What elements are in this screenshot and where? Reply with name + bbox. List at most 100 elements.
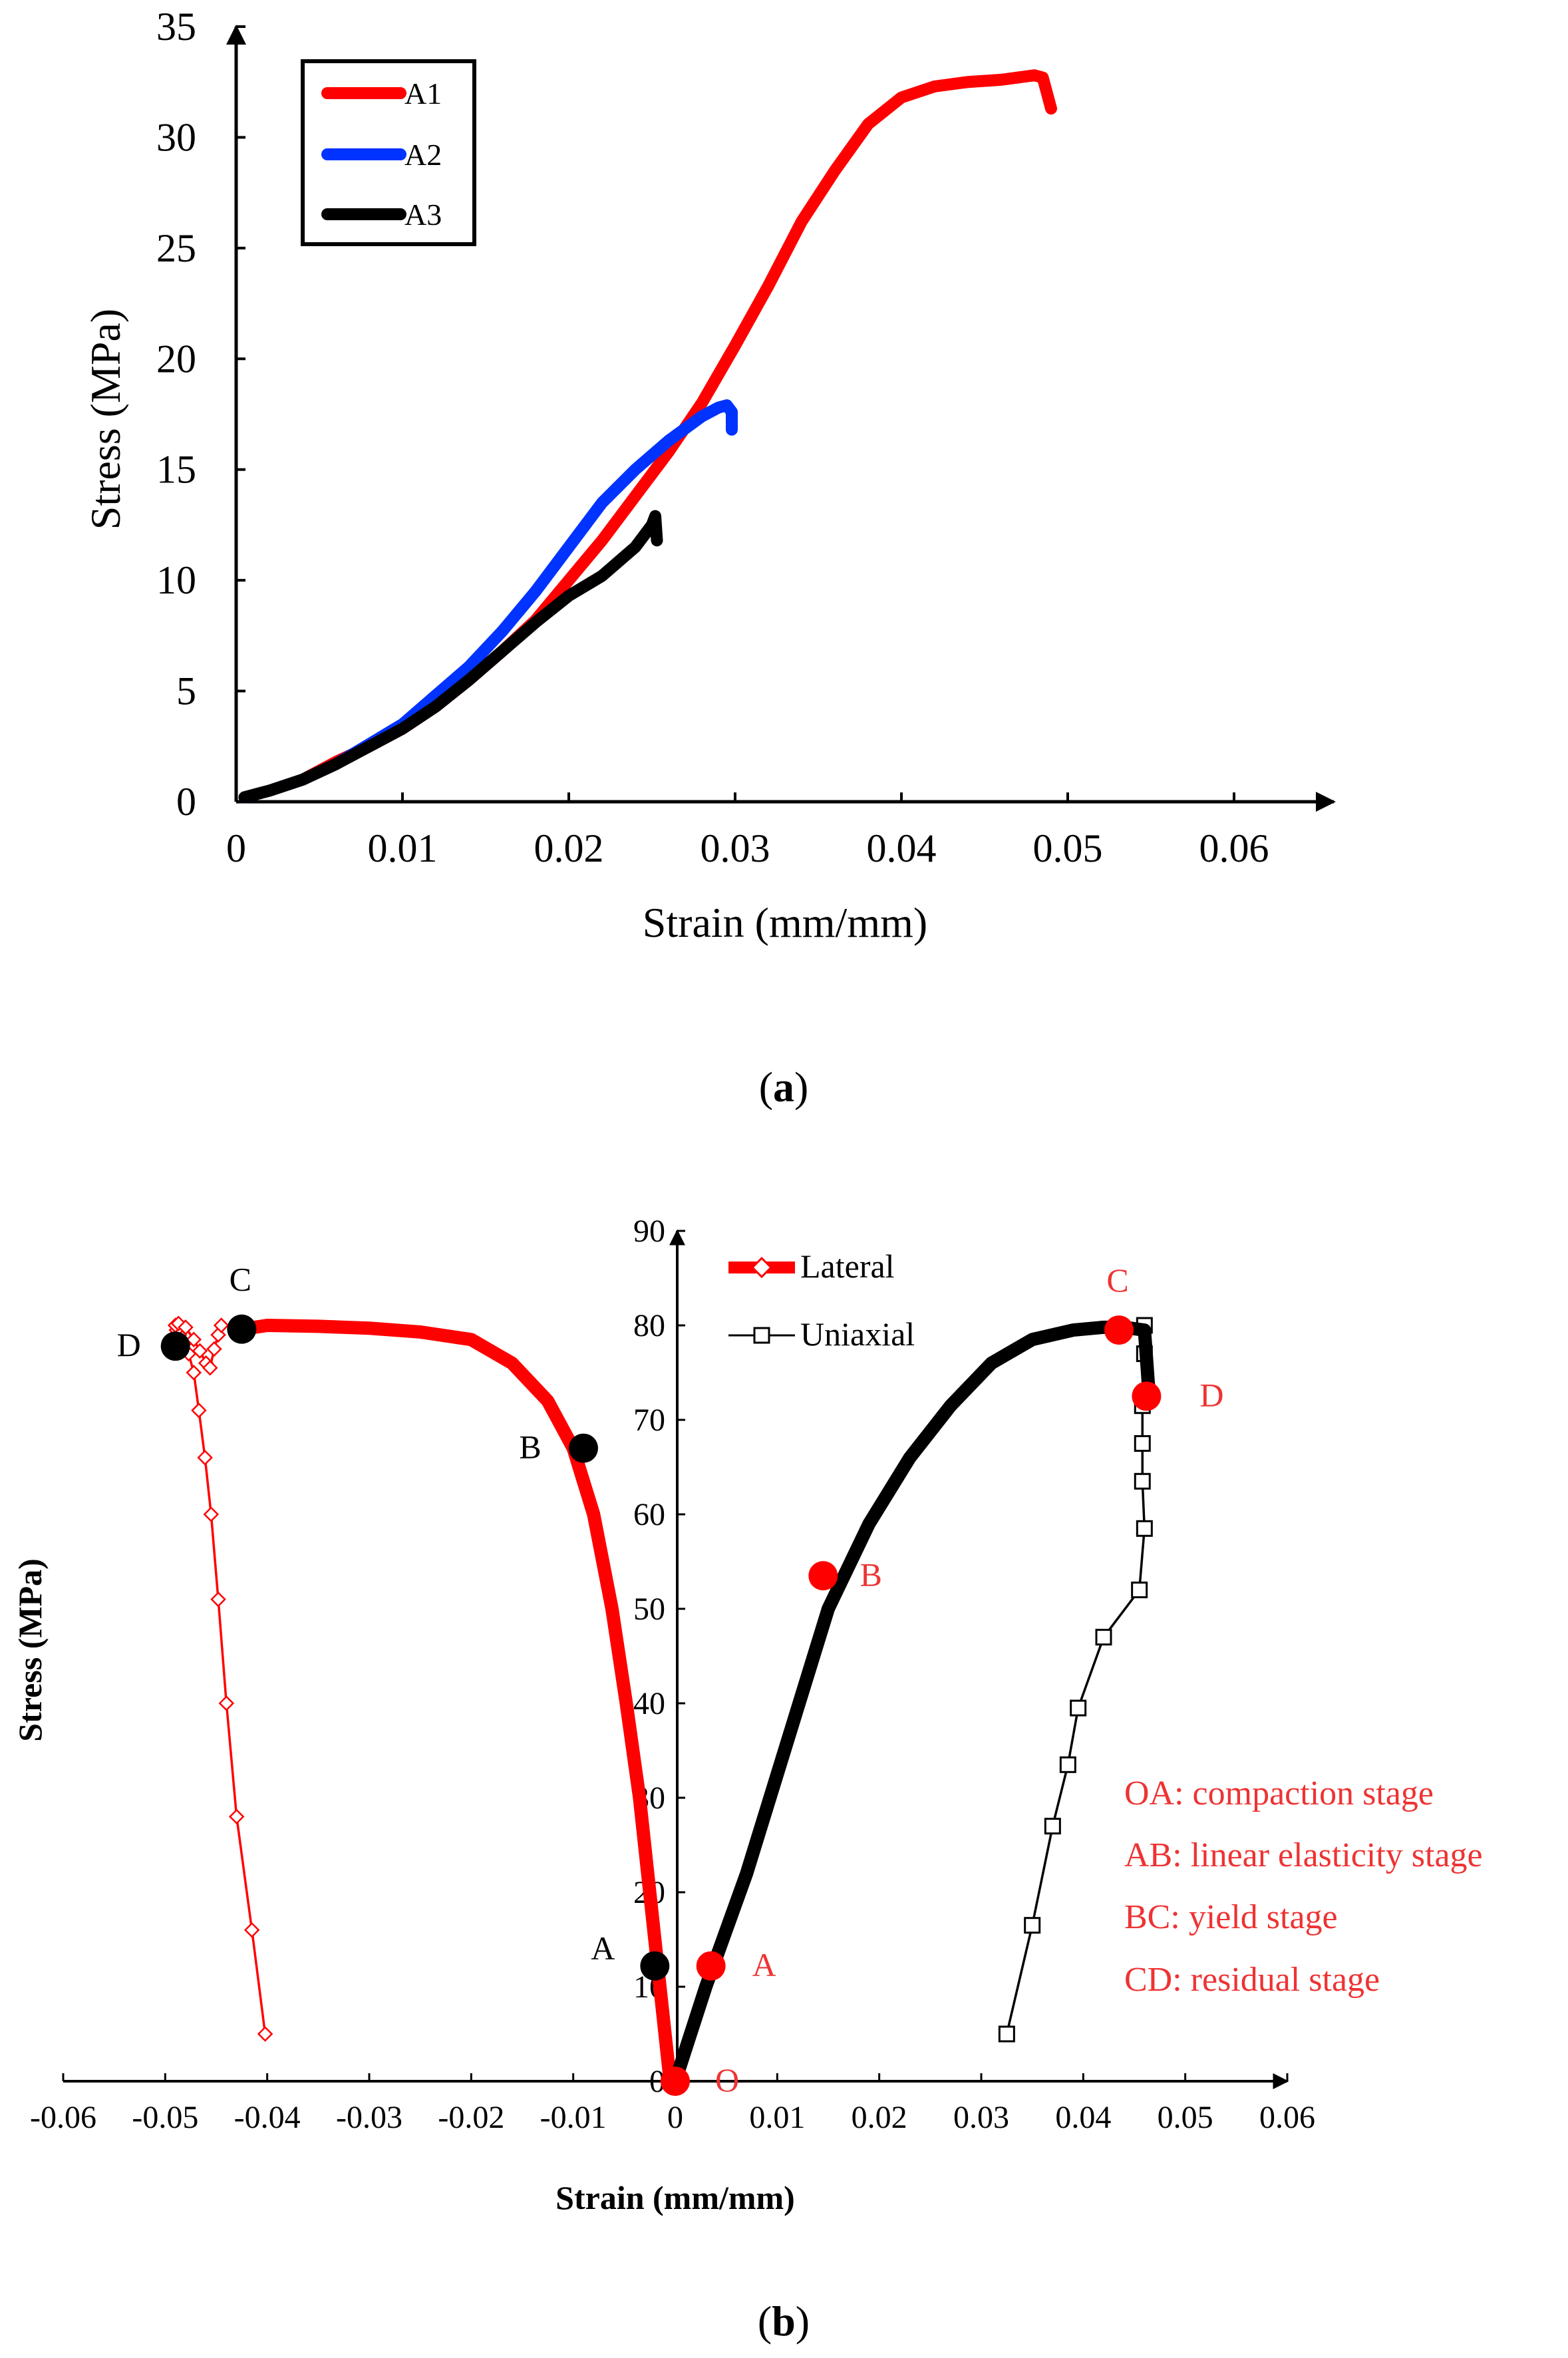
data-point-lateral: [191, 1403, 207, 1419]
panel-b-legend-marker-lateral: [750, 1256, 773, 1279]
panel-a-y-tick-label: 30: [156, 115, 196, 159]
panel-a-x-tick-label: 0.04: [867, 826, 937, 870]
panel-b-y-tick-label: 60: [633, 1497, 665, 1532]
panel-a-y-tick-label: 35: [156, 5, 196, 49]
stage-point-d-uniaxial: [1132, 1381, 1162, 1411]
stage-point-b-lateral: [569, 1433, 598, 1463]
panel-b-y-tick-label: 40: [633, 1686, 665, 1721]
data-point-lateral: [186, 1365, 202, 1381]
data-point-lateral: [206, 1341, 222, 1357]
panel-b-chart: -0.06 -0.05 -0.04 -0.03 -0.02 -0.01 0 0.01 0.02 0…: [11, 1214, 1483, 2345]
series-line-lateral-thick: [230, 1319, 677, 2088]
panel-b-x-tick-label: -0.01: [540, 2100, 607, 2135]
panel-b-y-tick-label: 70: [633, 1403, 665, 1438]
panel-a-y-tick-label: 10: [156, 558, 196, 602]
panel-b-y-tick-label: 50: [633, 1592, 665, 1627]
panel-b-x-tick-label: -0.02: [438, 2100, 504, 2135]
panel-a-chart: 0 0.01 0.02 0.03 0.04 0.05 0.0605101520253035 …: [82, 5, 1336, 1110]
annotation-oa: OA: compaction stage: [1124, 1774, 1434, 1812]
stage-point-d-lateral: [160, 1331, 190, 1361]
panel-b-y-tick-label: 80: [633, 1308, 665, 1343]
panel-a-legend-label-a3: A3: [404, 198, 442, 232]
panel-b-x-tick-label: -0.06: [30, 2100, 96, 2135]
panel-a-x-tick-label: 0.05: [1033, 826, 1103, 870]
data-point-lateral: [202, 1360, 218, 1376]
panel-b-x-tick-label: -0.05: [132, 2100, 198, 2135]
panel-a-caption-letter: a: [773, 1063, 794, 1110]
panel-a-y-tick-label: 25: [156, 226, 196, 270]
data-point-uniaxial: [1024, 1917, 1041, 1934]
panel-a-legend-label-a1: A1: [404, 77, 442, 110]
panel-a-x-tick-label: 0.02: [534, 826, 604, 870]
stage-point-label: D: [117, 1326, 141, 1363]
panel-a-y-tick-label: 15: [156, 448, 196, 492]
data-point-uniaxial: [1044, 1818, 1061, 1835]
panel-b-x-tick-label: 0.05: [1158, 2100, 1213, 2135]
panel-b-caption-letter: b: [772, 2297, 796, 2345]
data-point-lateral: [218, 1695, 235, 1711]
panel-a-y-tick-label: 20: [156, 337, 196, 381]
stage-point-c-lateral: [227, 1314, 257, 1344]
stage-point-label: B: [860, 1556, 882, 1593]
panel-a-y-axis-title: Stress (MPa): [82, 309, 129, 530]
panel-b-x-tick-label: 0.02: [852, 2100, 907, 2135]
data-point-uniaxial: [1059, 1756, 1076, 1773]
data-point-uniaxial: [1136, 1520, 1153, 1537]
stage-point-a-lateral: [640, 1951, 670, 1981]
data-point-uniaxial: [1095, 1629, 1112, 1646]
data-point-uniaxial: [1134, 1472, 1151, 1490]
panel-a-caption: (a): [759, 1063, 809, 1110]
panel-a-legend-label-a2: A2: [404, 138, 442, 172]
data-point-uniaxial: [1134, 1435, 1151, 1452]
data-point-lateral: [243, 1922, 260, 1938]
stage-point-label: D: [1199, 1377, 1223, 1414]
stage-point-label: A: [591, 1930, 615, 1967]
data-point-lateral: [210, 1592, 226, 1607]
panel-b-stage-annotations: OA: compaction stage AB: linear elastici…: [1124, 1774, 1483, 1999]
stage-point-c-uniaxial: [1104, 1315, 1134, 1345]
panel-a-y-tick-label: 5: [176, 669, 196, 713]
panel-b-legend-marker-uniaxial: [753, 1327, 770, 1344]
panel-b-legend: Lateral Uniaxial: [728, 1248, 915, 1353]
panel-a-x-tick-label: 0.03: [701, 826, 770, 870]
data-point-lateral: [186, 1331, 202, 1348]
data-point-lateral: [257, 2026, 273, 2042]
annotation-bc: BC: yield stage: [1124, 1898, 1338, 1936]
panel-b-x-tick-label: 0.06: [1259, 2100, 1315, 2135]
stage-point-label: C: [230, 1261, 251, 1298]
panel-b-caption: (b): [758, 2297, 810, 2345]
series-line-a3: [238, 510, 663, 804]
panel-a-legend: A1 A2 A3: [301, 59, 476, 246]
panel-b-x-tick-label: 0: [667, 2100, 683, 2135]
data-point-uniaxial: [1070, 1699, 1087, 1717]
panel-b-x-tick-label: 0.04: [1055, 2100, 1111, 2135]
panel-a-x-tick-label: 0.01: [368, 826, 438, 870]
panel-a-x-tick-label: 0: [226, 826, 246, 870]
panel-a-x-tick-label: 0.06: [1199, 826, 1269, 870]
data-point-uniaxial: [998, 2025, 1015, 2043]
data-point-lateral: [213, 1317, 230, 1333]
panel-b-y-axis-title: Stress (MPa): [11, 1558, 49, 1741]
data-point-uniaxial: [1131, 1582, 1148, 1599]
panel-b-legend-label-lateral: Lateral: [800, 1248, 895, 1285]
data-point-lateral: [197, 1450, 213, 1466]
panel-b-x-tick-label: -0.04: [234, 2100, 301, 2135]
data-point-lateral: [170, 1315, 187, 1331]
stage-point-o-uniaxial: [661, 2067, 690, 2096]
stage-point-label: O: [715, 2061, 739, 2099]
panel-b-x-tick-label: 0.01: [749, 2100, 805, 2135]
data-point-lateral: [178, 1319, 194, 1335]
panel-b-y-tick-label: 90: [633, 1214, 665, 1249]
data-point-lateral: [192, 1343, 208, 1359]
stage-point-label: C: [1106, 1262, 1128, 1299]
panel-b-x-axis-title: Strain (mm/mm): [555, 2179, 795, 2216]
stage-point-label: A: [752, 1946, 776, 1983]
panel-a-x-axis-title: Strain (mm/mm): [643, 899, 927, 946]
data-point-lateral: [228, 1808, 245, 1825]
data-point-lateral: [203, 1506, 220, 1522]
stage-point-a-uniaxial: [696, 1951, 726, 1981]
annotation-ab: AB: linear elasticity stage: [1124, 1836, 1483, 1874]
panel-b-x-tick-label: -0.03: [336, 2100, 402, 2135]
data-point-lateral: [210, 1327, 226, 1343]
